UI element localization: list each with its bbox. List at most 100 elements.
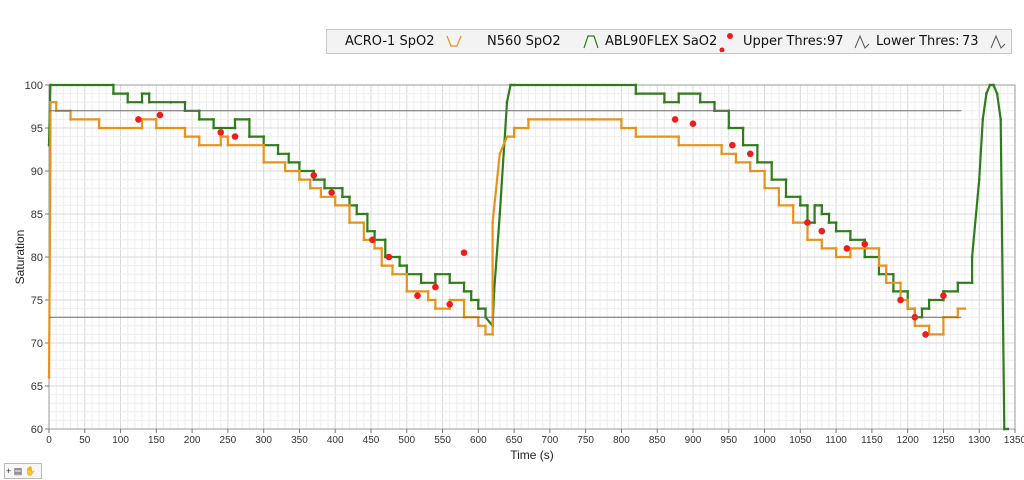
- x-tick-label: 1300: [968, 435, 991, 446]
- x-tick-label: 1150: [861, 435, 883, 446]
- n560-series-point: [155, 118, 158, 121]
- acro-series-point: [384, 255, 387, 259]
- acro-series-point: [727, 126, 730, 130]
- acro-series-point: [512, 83, 516, 87]
- n560-series-point: [198, 144, 201, 147]
- acro-series-point: [384, 238, 387, 241]
- x-tick-label: 400: [327, 435, 344, 446]
- n560-series-point: [734, 161, 738, 164]
- n560-series-point: [527, 118, 530, 121]
- graph-palette-glyphs[interactable]: + ▤ ✋: [6, 466, 36, 476]
- n560-series-point: [906, 307, 909, 310]
- n560-series-point: [298, 169, 301, 173]
- x-axis-label: Time (s): [510, 448, 554, 462]
- legend-acro-label: ACRO-1 SpO2: [345, 34, 435, 49]
- acro-series-point: [663, 92, 666, 95]
- legend-lower-value: 73: [962, 34, 979, 49]
- n560-series-point: [777, 204, 781, 207]
- n560-series-point: [308, 178, 312, 181]
- acro-series-point: [509, 83, 512, 87]
- sao2-point: [671, 116, 679, 123]
- n560-series-point: [777, 187, 781, 190]
- acro-series-point: [806, 204, 809, 207]
- acro-series-point: [877, 273, 881, 276]
- acro-series-point: [140, 101, 144, 104]
- n560-series-point: [183, 126, 187, 130]
- sao2-point: [446, 301, 454, 308]
- n560-series-point: [634, 135, 637, 138]
- acro-series-point: [341, 195, 344, 198]
- acro-series-point: [484, 307, 487, 310]
- n560-series-point: [620, 118, 623, 121]
- acro-series-point: [448, 281, 451, 284]
- acro-series-point: [698, 92, 702, 95]
- n560-series-point: [791, 221, 795, 224]
- x-tick-label: 100: [112, 435, 129, 446]
- n560-series-point: [849, 247, 852, 250]
- n560-series-point: [427, 298, 430, 302]
- n560-series-point: [219, 135, 222, 138]
- n560-series-point: [198, 135, 201, 138]
- acro-series-point: [419, 281, 423, 284]
- x-tick-label: 1250: [932, 435, 955, 446]
- graph-palette[interactable]: + ▤ ✋: [4, 463, 42, 479]
- acro-series-point: [677, 101, 680, 104]
- x-tick-label: 250: [220, 435, 237, 446]
- n560-series-point: [362, 221, 366, 224]
- acro-series-point: [233, 118, 237, 121]
- acro-series-point: [462, 281, 466, 284]
- n560-series-point: [927, 324, 931, 327]
- acro-series-point: [942, 298, 945, 302]
- n560-series-point: [505, 135, 509, 138]
- acro-series-point: [863, 238, 866, 241]
- x-tick-label: 750: [577, 435, 594, 446]
- sao2-point: [414, 292, 421, 300]
- acro-series-point: [233, 126, 237, 130]
- x-tick-label: 450: [363, 435, 380, 446]
- n560-series-point: [183, 135, 187, 138]
- n560-series-point: [140, 118, 144, 121]
- n560-series-point: [885, 281, 888, 284]
- acro-series-point: [849, 238, 852, 241]
- n560-series-point: [405, 290, 408, 293]
- y-tick-label: 60: [31, 424, 43, 436]
- sao2-point: [804, 219, 811, 226]
- n560-series-point: [219, 144, 222, 147]
- acro-series-point: [287, 152, 290, 155]
- acro-series-point: [784, 195, 788, 198]
- n560-series-point: [448, 307, 451, 310]
- n560-series-point: [391, 264, 394, 267]
- acro-series-point: [677, 92, 680, 95]
- x-tick-label: 800: [613, 435, 630, 446]
- n560-series-point: [484, 333, 487, 336]
- sao2-point: [689, 120, 697, 127]
- sao2-point: [746, 150, 754, 158]
- sao2-point: [385, 253, 393, 261]
- acro-series-point: [992, 83, 995, 87]
- n560-series-point: [956, 307, 959, 310]
- n560-series-point: [226, 135, 230, 138]
- n560-series-point: [373, 247, 376, 250]
- n560-series-point: [405, 273, 408, 276]
- x-tick-label: 650: [506, 435, 523, 446]
- acro-series-point: [276, 152, 280, 155]
- n560-series-point: [885, 264, 888, 267]
- acro-series-point: [323, 178, 326, 181]
- x-tick-label: 700: [542, 435, 559, 446]
- n560-series-point: [820, 247, 823, 250]
- acro-series-point: [698, 101, 702, 104]
- sao2-point: [328, 189, 335, 196]
- acro-series-point: [1006, 427, 1010, 431]
- acro-series-point: [741, 144, 745, 147]
- sao2-point: [897, 296, 904, 304]
- sao2-point: [217, 129, 225, 136]
- n560-series-point: [498, 152, 501, 155]
- sao2-point: [460, 249, 468, 256]
- n560-series-point: [283, 161, 287, 164]
- acro-series-point: [820, 212, 823, 216]
- n560-series-point: [620, 126, 623, 130]
- acro-series-point: [169, 101, 172, 104]
- acro-series-point: [287, 161, 290, 164]
- sao2-point: [310, 172, 318, 179]
